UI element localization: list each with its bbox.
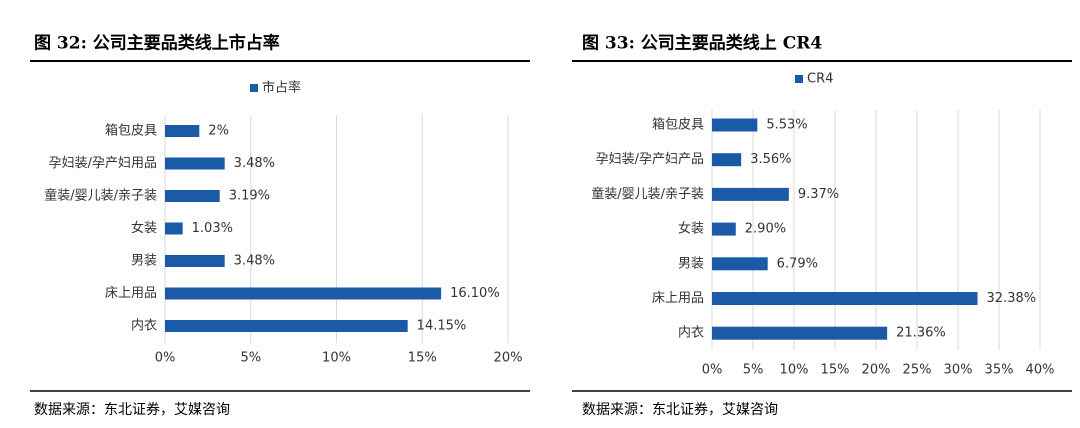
x-tick-label: 0%	[155, 351, 176, 366]
y-tick-label: 床上用品	[652, 291, 704, 306]
y-tick-label: 内衣	[678, 325, 704, 341]
data-label: 3.19%	[229, 189, 270, 204]
data-label: 3.48%	[234, 156, 275, 171]
y-tick-label: 女装	[131, 220, 157, 236]
y-tick-label: 童装/婴儿装/亲子装	[591, 186, 704, 202]
bar	[712, 118, 758, 132]
x-tick-label: 25%	[903, 363, 932, 378]
data-label: 3.48%	[234, 254, 275, 269]
x-tick-label: 15%	[821, 363, 850, 378]
x-tick-label: 5%	[240, 351, 261, 366]
x-tick-label: 40%	[1026, 363, 1055, 378]
data-label: 14.15%	[417, 319, 467, 334]
y-tick-label: 床上用品	[105, 286, 157, 301]
bar	[165, 222, 183, 235]
bar	[165, 320, 408, 332]
y-tick-label: 内衣	[131, 318, 157, 334]
bar	[165, 157, 225, 170]
y-tick-label: 男装	[131, 254, 157, 269]
data-label: 32.38%	[987, 291, 1037, 306]
chart-title: 图 32: 公司主要品类线上市占率	[34, 33, 280, 54]
data-label: 5.53%	[766, 118, 807, 133]
bar	[165, 190, 220, 202]
bar	[712, 222, 736, 236]
y-tick-label: 女装	[678, 221, 704, 237]
bar	[712, 292, 978, 305]
data-label: 21.36%	[896, 326, 946, 341]
y-tick-label: 箱包皮具	[652, 117, 704, 133]
source-note: 数据来源：东北证券，艾媒咨询	[582, 402, 778, 418]
data-label: 6.79%	[777, 256, 818, 271]
y-tick-label: 男装	[678, 256, 704, 271]
y-tick-label: 孕妇装/孕产妇产品	[596, 151, 704, 167]
bar	[712, 326, 888, 340]
data-label: 2.90%	[745, 222, 786, 237]
x-tick-label: 15%	[408, 351, 437, 366]
legend-label: CR4	[807, 72, 833, 87]
y-tick-label: 童装/婴儿装/亲子装	[44, 188, 157, 204]
data-label: 1.03%	[192, 221, 233, 236]
x-tick-label: 0%	[702, 363, 723, 378]
x-tick-label: 5%	[743, 363, 764, 378]
legend-swatch	[250, 84, 258, 92]
x-tick-label: 30%	[944, 363, 973, 378]
legend-swatch	[795, 75, 803, 83]
data-label: 16.10%	[450, 286, 500, 301]
y-tick-label: 孕妇装/孕产妇用品	[49, 155, 157, 171]
bar	[165, 255, 225, 267]
bar	[712, 257, 768, 271]
data-label: 3.56%	[750, 152, 791, 167]
x-tick-label: 20%	[862, 363, 891, 378]
bar	[165, 125, 200, 137]
source-note: 数据来源：东北证券，艾媒咨询	[34, 402, 230, 418]
bar	[712, 153, 742, 167]
x-tick-label: 20%	[494, 351, 523, 366]
bar	[712, 187, 789, 201]
x-tick-label: 10%	[322, 351, 351, 366]
y-tick-label: 箱包皮具	[105, 123, 157, 139]
x-tick-label: 35%	[985, 363, 1014, 378]
data-label: 2%	[208, 124, 229, 139]
legend-label: 市占率	[262, 80, 301, 96]
data-label: 9.37%	[798, 187, 839, 202]
chart-title: 图 33: 公司主要品类线上 CR4	[582, 33, 822, 54]
bar	[165, 287, 442, 300]
x-tick-label: 10%	[780, 363, 809, 378]
